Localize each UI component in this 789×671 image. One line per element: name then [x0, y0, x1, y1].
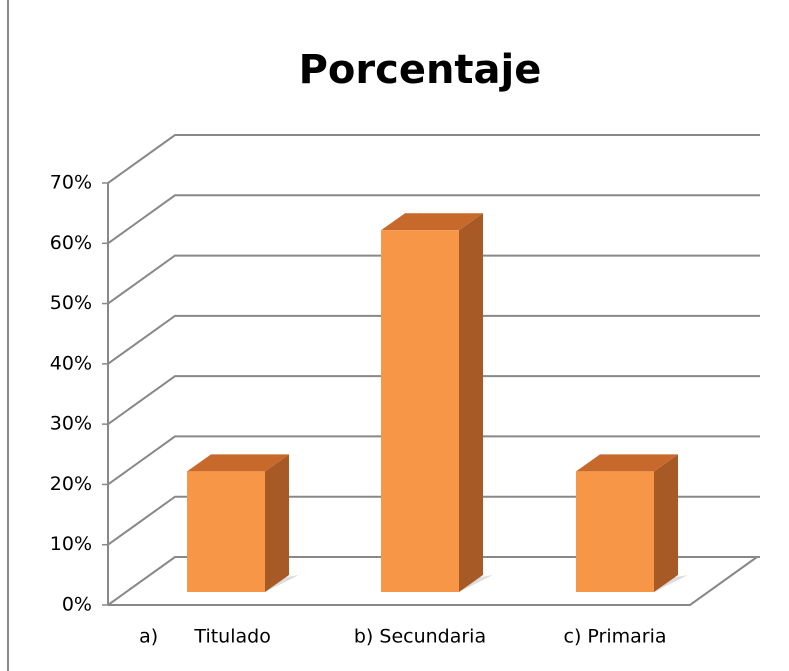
bar-top: [576, 454, 678, 472]
grid-line: [107, 254, 760, 305]
grid-line: [107, 134, 760, 184]
x-tick-label: b) Secundaria: [354, 626, 486, 648]
y-tick-label: 20%: [50, 473, 92, 495]
x-tick-label: c) Primaria: [564, 626, 667, 648]
bar-top: [187, 454, 289, 472]
grid-line: [107, 375, 760, 425]
y-tick-label: 40%: [50, 352, 92, 374]
grid-line: [107, 435, 760, 486]
bar-side: [654, 454, 678, 592]
y-tick-label: 10%: [50, 533, 92, 555]
y-tick-label: 0%: [62, 594, 92, 616]
y-tick-label: 50%: [50, 292, 92, 314]
bar-side: [459, 213, 483, 593]
bar-top: [381, 213, 483, 231]
grid-line: [107, 556, 760, 606]
bar-side: [265, 454, 289, 592]
grid-line: [107, 194, 760, 245]
grid-line: [107, 495, 760, 546]
y-tick-label: 60%: [50, 232, 92, 254]
y-tick-label: 30%: [50, 413, 92, 435]
grid-line: [107, 314, 760, 365]
bar: [381, 230, 459, 593]
x-tick-label: a) Titulado: [139, 626, 271, 648]
floor-edge: [108, 556, 758, 606]
bar: [576, 471, 654, 592]
y-tick-label: 70%: [50, 172, 92, 194]
bar: [187, 471, 265, 592]
chart-title: Porcentaje: [299, 47, 542, 93]
